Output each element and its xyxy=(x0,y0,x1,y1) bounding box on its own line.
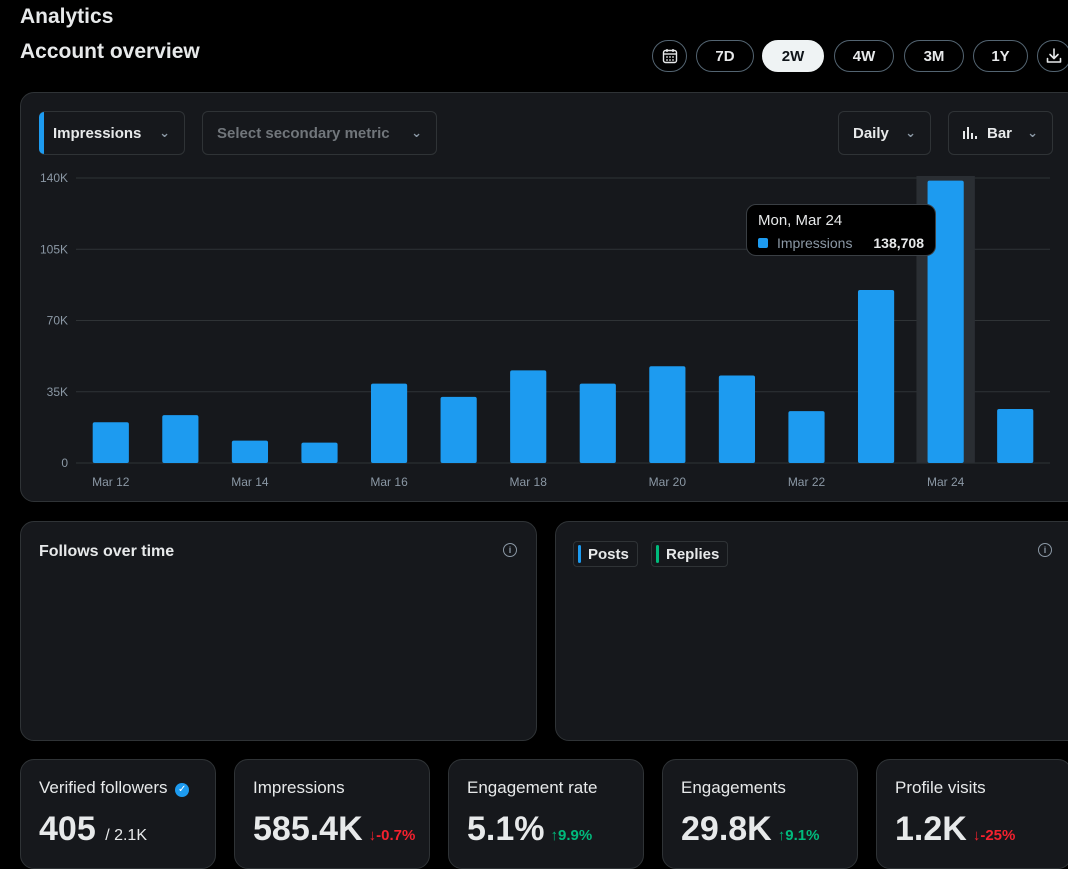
y-tick-label: 70K xyxy=(47,314,68,328)
chevron-down-icon: ⌄ xyxy=(905,125,916,140)
stat-value: 5.1% ↑9.9% xyxy=(467,810,593,848)
page-title: Analytics xyxy=(20,5,114,28)
follows-card xyxy=(20,521,537,741)
range-1y-button[interactable]: 1Y xyxy=(973,40,1028,72)
legend-posts-label: Posts xyxy=(588,545,629,563)
tooltip-date: Mon, Mar 24 xyxy=(758,212,843,229)
stat-delta: ↓-25% xyxy=(972,827,1016,844)
chart-type-dropdown[interactable]: Bar ⌄ xyxy=(948,111,1053,155)
stat-value: 1.2K ↓-25% xyxy=(895,810,1016,848)
stat-card-profile-visits[interactable]: Profile visits 1.2K ↓-25% xyxy=(876,759,1068,869)
impressions-bar xyxy=(788,411,825,463)
impressions-bar xyxy=(231,440,269,463)
impressions-bar xyxy=(92,422,129,463)
impressions-bar xyxy=(579,383,616,463)
range-3m-button[interactable]: 3M xyxy=(904,40,964,72)
stat-card-impressions[interactable]: Impressions 585.4K ↓-0.7% xyxy=(234,759,430,869)
replies-color-indicator xyxy=(656,545,659,563)
tooltip-metric: Impressions xyxy=(777,235,853,251)
stat-label: Impressions xyxy=(253,778,345,797)
follows-card-title: Follows over time xyxy=(39,543,175,560)
impressions-bar xyxy=(440,396,477,463)
chevron-down-icon: ⌄ xyxy=(411,125,422,140)
info-icon[interactable]: i xyxy=(503,543,517,557)
x-tick-label: Mar 16 xyxy=(370,475,408,489)
impressions-bar xyxy=(997,409,1034,463)
stat-label: Engagement rate xyxy=(467,778,598,797)
bar-chart-icon xyxy=(963,127,977,139)
range-7d-button[interactable]: 7D xyxy=(696,40,754,72)
stat-label: Profile visits xyxy=(895,778,986,797)
y-tick-label: 140K xyxy=(40,171,68,185)
stat-value: 29.8K ↑9.1% xyxy=(681,810,820,848)
x-tick-label: Mar 18 xyxy=(510,475,548,489)
primary-metric-dropdown[interactable]: Impressions ⌄ xyxy=(39,111,185,155)
stat-delta: ↑9.1% xyxy=(777,827,820,844)
range-2w-button[interactable]: 2W xyxy=(762,40,824,72)
x-tick-label: Mar 20 xyxy=(649,475,687,489)
stat-card-engagement-rate[interactable]: Engagement rate 5.1% ↑9.9% xyxy=(448,759,644,869)
impressions-bar xyxy=(162,415,199,463)
stat-card-verified-followers[interactable]: Verified followers ✓ 405 / 2.1K xyxy=(20,759,216,869)
range-4w-button[interactable]: 4W xyxy=(834,40,894,72)
chart-type-label: Bar xyxy=(987,124,1013,142)
section-title: Account overview xyxy=(20,40,200,63)
stat-card-engagements[interactable]: Engagements 29.8K ↑9.1% xyxy=(662,759,858,869)
x-tick-label: Mar 14 xyxy=(231,475,269,489)
primary-metric-label: Impressions xyxy=(53,124,142,142)
stat-label: Engagements xyxy=(681,778,786,797)
legend-replies-label: Replies xyxy=(666,545,720,563)
impressions-bar xyxy=(649,366,686,463)
download-button[interactable] xyxy=(1037,40,1068,72)
calendar-icon xyxy=(662,49,677,64)
info-icon[interactable]: i xyxy=(1038,543,1052,557)
x-tick-label: Mar 24 xyxy=(927,475,965,489)
download-icon xyxy=(1046,48,1062,63)
impressions-bar xyxy=(857,289,895,463)
chart-tooltip: Mon, Mar 24 Impressions 138,708 xyxy=(746,204,936,256)
legend-posts[interactable]: Posts xyxy=(573,541,638,567)
impressions-bar xyxy=(510,370,547,463)
verified-badge-icon: ✓ xyxy=(175,783,190,797)
metric-color-indicator xyxy=(39,112,44,154)
impressions-bar xyxy=(301,442,338,463)
stat-delta: ↑9.9% xyxy=(550,827,593,844)
y-tick-label: 35K xyxy=(47,385,68,399)
posts-replies-card xyxy=(555,521,1068,741)
granularity-label: Daily xyxy=(853,124,889,142)
chevron-down-icon: ⌄ xyxy=(159,125,170,140)
impressions-bar xyxy=(718,375,756,463)
granularity-dropdown[interactable]: Daily ⌄ xyxy=(838,111,931,155)
stat-delta: ↓-0.7% xyxy=(368,827,416,844)
y-tick-label: 0 xyxy=(61,456,68,470)
x-tick-label: Mar 12 xyxy=(92,475,130,489)
stat-value: 585.4K ↓-0.7% xyxy=(253,810,416,848)
tooltip-value: 138,708 xyxy=(873,235,924,251)
secondary-metric-dropdown[interactable]: Select secondary metric ⌄ xyxy=(202,111,437,155)
tooltip-swatch xyxy=(758,238,768,248)
secondary-metric-placeholder: Select secondary metric xyxy=(217,124,390,142)
legend-replies[interactable]: Replies xyxy=(651,541,729,567)
x-tick-label: Mar 22 xyxy=(788,475,826,489)
y-tick-label: 105K xyxy=(40,242,68,256)
posts-color-indicator xyxy=(578,545,581,563)
calendar-button[interactable] xyxy=(652,40,687,72)
stat-subvalue: / 2.1K xyxy=(105,827,147,844)
chevron-down-icon: ⌄ xyxy=(1027,125,1038,140)
stat-value: 405 / 2.1K xyxy=(39,810,147,848)
stat-label: Verified followers ✓ xyxy=(39,778,190,798)
impressions-bar xyxy=(927,180,964,464)
impressions-bar xyxy=(370,383,408,463)
